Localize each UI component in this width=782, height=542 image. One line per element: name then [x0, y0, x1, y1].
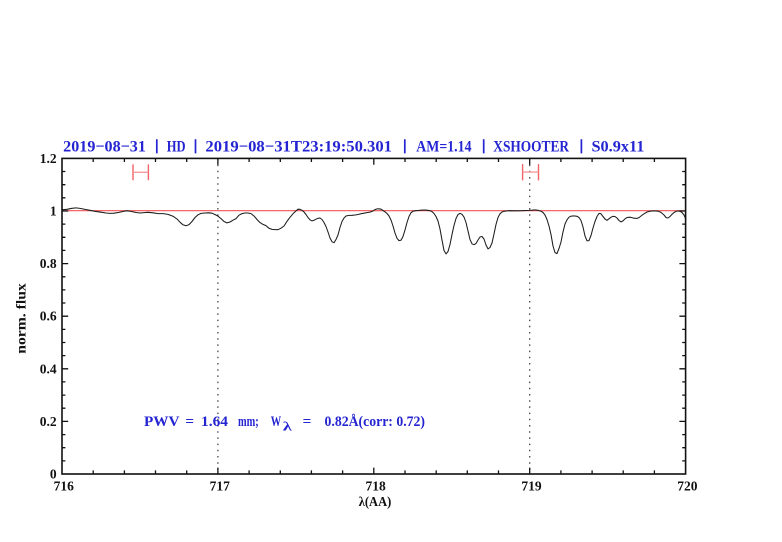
svg-text:XSHOOTER: XSHOOTER [493, 138, 569, 155]
svg-text:λ: λ [283, 420, 293, 434]
svg-text:AM=1.14: AM=1.14 [416, 138, 471, 155]
svg-text:0.8: 0.8 [40, 256, 57, 271]
svg-text:1.64: 1.64 [201, 413, 228, 430]
svg-text:W: W [271, 413, 281, 430]
svg-text:0.82Å(corr: 0.72): 0.82Å(corr: 0.72) [325, 413, 426, 430]
svg-text:717: 717 [210, 479, 231, 494]
svg-text:0: 0 [50, 467, 57, 482]
svg-text:=: = [303, 413, 312, 430]
svg-text:2019−08−31T23:19:50.301: 2019−08−31T23:19:50.301 [205, 138, 392, 155]
svg-text:0.2: 0.2 [40, 414, 57, 429]
svg-text:0.6: 0.6 [40, 309, 57, 324]
svg-text:2019−08−31: 2019−08−31 [63, 138, 146, 155]
svg-text:mm;: mm; [238, 413, 259, 430]
svg-text:HD: HD [167, 138, 186, 155]
svg-text:λ(AA): λ(AA) [359, 494, 392, 509]
svg-text:PWV: PWV [144, 413, 179, 430]
svg-text:1.2: 1.2 [40, 151, 57, 166]
svg-text:718: 718 [365, 479, 386, 494]
svg-text:=: = [185, 413, 194, 430]
svg-text:1: 1 [50, 204, 57, 219]
svg-text:S0.9x11: S0.9x11 [592, 138, 645, 155]
svg-text:720: 720 [677, 479, 698, 494]
svg-text:716: 716 [54, 479, 75, 494]
svg-text:719: 719 [521, 479, 542, 494]
svg-text:0.4: 0.4 [40, 361, 57, 376]
svg-text:norm. flux: norm. flux [13, 283, 28, 354]
